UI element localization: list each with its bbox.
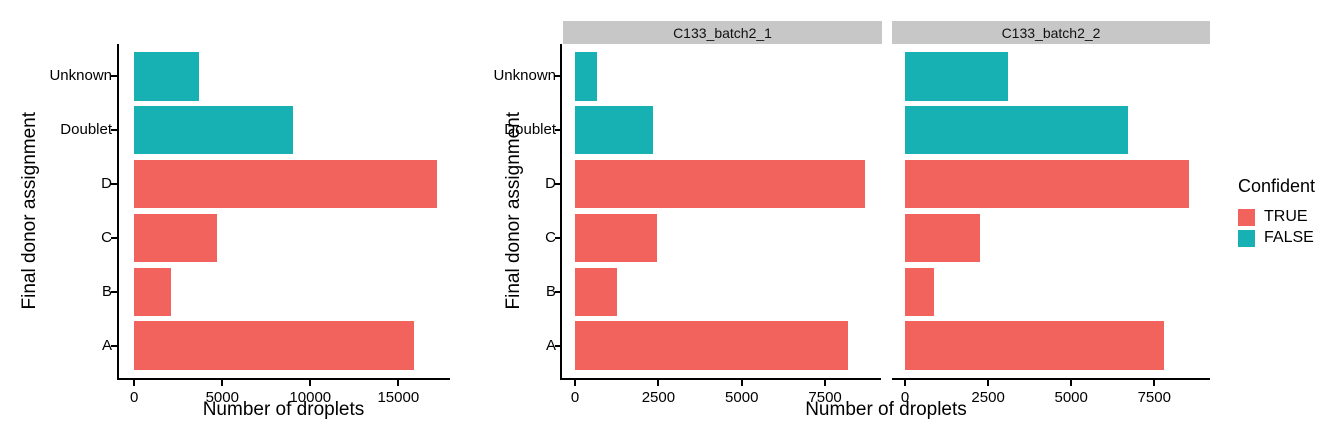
legend-label-false: FALSE <box>1264 229 1314 246</box>
y-tick-label-d: D <box>101 175 112 193</box>
legend-title: Confident <box>1238 176 1316 196</box>
x-tick-mark <box>904 380 907 386</box>
right-x-axis-ticks-panel1: 0 2500 5000 7500 <box>562 380 881 410</box>
y-tick-mark <box>555 290 561 293</box>
x-tick-mark <box>133 380 136 386</box>
y-tick-label-c: C <box>101 228 112 246</box>
legend-items: TRUE FALSE <box>1238 208 1315 247</box>
bar-c <box>905 213 980 263</box>
bar-c <box>134 213 217 263</box>
x-tick-mark <box>740 380 743 386</box>
y-tick-label-doublet: Doublet <box>504 121 556 139</box>
bar-b <box>905 267 934 317</box>
plot-panel-batch2-2 <box>892 44 1210 380</box>
facet-strip-label: C133_batch2_2 <box>1001 24 1101 41</box>
x-tick-mark <box>397 380 400 386</box>
y-tick-label-a: A <box>545 336 556 354</box>
y-tick-label-unknown: Unknown <box>49 67 112 85</box>
y-tick-label-unknown: Unknown <box>493 67 556 85</box>
x-tick-mark <box>574 380 577 386</box>
x-tick-mark <box>1070 380 1073 386</box>
facet-strip-batch2-2: C133_batch2_2 <box>892 21 1210 44</box>
bar-d <box>575 159 866 209</box>
x-tick-label: 7500 <box>808 389 842 406</box>
x-tick-mark <box>1153 380 1156 386</box>
bar-unknown <box>905 52 1009 101</box>
y-tick-mark <box>555 236 561 239</box>
x-tick-label: 0 <box>570 389 580 406</box>
x-tick-label: 10000 <box>289 389 332 406</box>
y-tick-label-c: C <box>545 228 556 246</box>
y-tick-mark <box>555 183 561 186</box>
legend-swatch-false <box>1238 229 1255 247</box>
y-tick-mark <box>111 129 117 132</box>
plot-panel-all <box>117 44 450 380</box>
bar-c <box>575 213 657 263</box>
left-x-axis-title: Number of droplets <box>202 399 365 420</box>
legend: Confident TRUE FALSE <box>1238 176 1315 250</box>
x-tick-label: 5000 <box>725 389 759 406</box>
x-tick-label: 2500 <box>971 389 1005 406</box>
y-tick-mark <box>111 183 117 186</box>
legend-item-false: FALSE <box>1238 229 1315 247</box>
y-tick-mark <box>111 344 117 347</box>
right-y-tick-marks <box>555 44 561 378</box>
plot-panel-batch2-1 <box>560 44 881 380</box>
bar-doublet <box>575 105 654 155</box>
left-x-axis-ticks: 0 5000 10000 15000 <box>119 380 450 410</box>
legend-swatch-true <box>1238 208 1255 226</box>
bar-unknown <box>575 52 597 101</box>
y-tick-label-d: D <box>545 175 556 193</box>
x-tick-mark <box>987 380 990 386</box>
left-y-tick-labels: Unknown Doublet D C B A <box>28 44 112 378</box>
y-tick-mark <box>111 236 117 239</box>
bar-d <box>134 159 438 209</box>
x-tick-mark <box>309 380 312 386</box>
y-tick-label-doublet: Doublet <box>60 121 112 139</box>
legend-item-true: TRUE <box>1238 208 1315 226</box>
bar-b <box>134 267 172 317</box>
y-tick-mark <box>555 344 561 347</box>
legend-label-true: TRUE <box>1264 208 1308 225</box>
bar-a <box>575 321 849 370</box>
x-tick-label: 5000 <box>1054 389 1088 406</box>
bar-doublet <box>134 105 293 155</box>
x-tick-label: 0 <box>130 389 139 406</box>
right-x-axis-ticks-panel2: 0 2500 5000 7500 <box>892 380 1210 410</box>
x-tick-label: 15000 <box>377 389 420 406</box>
y-tick-label-b: B <box>101 282 112 300</box>
facet-strip-batch2-1: C133_batch2_1 <box>563 21 882 44</box>
x-tick-mark <box>657 380 660 386</box>
facet-strip-label: C133_batch2_1 <box>673 24 772 41</box>
x-tick-mark <box>824 380 827 386</box>
y-tick-mark <box>111 75 117 78</box>
y-tick-mark <box>555 129 561 132</box>
left-y-tick-marks <box>111 44 117 378</box>
bar-a <box>134 321 415 370</box>
y-tick-mark <box>111 290 117 293</box>
bar-a <box>905 321 1165 370</box>
bar-d <box>905 159 1190 209</box>
y-tick-mark <box>555 75 561 78</box>
bar-unknown <box>134 52 200 101</box>
bar-doublet <box>905 105 1128 155</box>
right-y-tick-labels: Unknown Doublet D C B A <box>472 44 556 378</box>
x-tick-mark <box>221 380 224 386</box>
right-x-axis-title: Number of droplets <box>805 399 967 420</box>
bar-b <box>575 267 617 317</box>
y-tick-label-a: A <box>101 336 112 354</box>
y-tick-label-b: B <box>545 282 556 300</box>
x-tick-label: 0 <box>900 389 910 406</box>
x-tick-label: 5000 <box>205 389 239 406</box>
x-tick-label: 7500 <box>1137 389 1171 406</box>
x-tick-label: 2500 <box>641 389 676 406</box>
